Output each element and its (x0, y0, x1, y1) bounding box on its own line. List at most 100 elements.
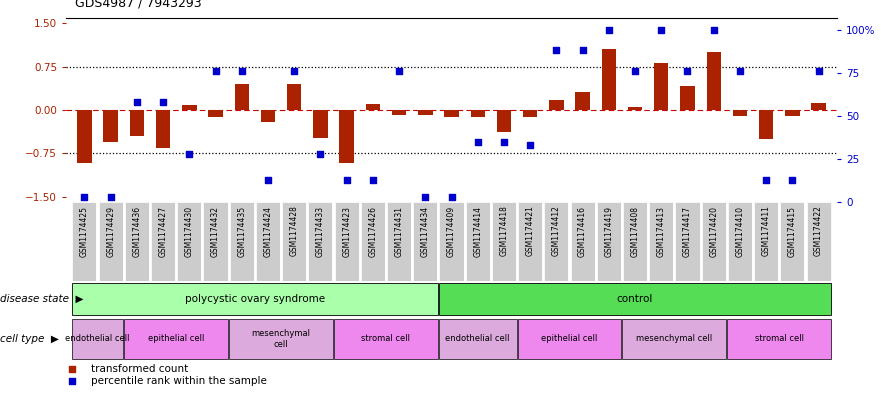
Point (104, 194, 118, 200)
Bar (78, 110, 92, 163)
Text: percentile rank within the sample: percentile rank within the sample (91, 376, 267, 386)
Bar (728, 202, 752, 281)
Bar (339, 110, 354, 163)
Point (304, 302, 318, 309)
Bar (728, 319, 831, 359)
Bar (156, 110, 170, 147)
Bar (523, 110, 537, 117)
Bar (649, 202, 673, 281)
Bar (230, 202, 254, 281)
Text: GSM1174425: GSM1174425 (80, 206, 89, 257)
Bar (314, 110, 328, 138)
Bar (255, 202, 280, 281)
Point (130, 99, 144, 105)
Bar (208, 110, 223, 117)
Bar (287, 84, 301, 110)
Point (209, 68, 223, 74)
Text: GSM1174408: GSM1174408 (631, 206, 640, 257)
Point (366, 177, 380, 183)
Bar (204, 202, 227, 281)
Bar (733, 110, 747, 116)
Bar (628, 107, 642, 110)
Point (707, 27, 721, 33)
Text: epithelial cell: epithelial cell (148, 334, 204, 343)
Point (733, 68, 747, 74)
Bar (754, 202, 778, 281)
Bar (806, 202, 831, 281)
Point (497, 139, 511, 145)
Text: GSM1174419: GSM1174419 (604, 206, 613, 257)
Point (339, 177, 353, 183)
Bar (418, 110, 433, 115)
Point (304, 192, 318, 198)
Bar (466, 202, 490, 281)
Text: transformed count: transformed count (91, 364, 189, 374)
Text: GSM1174413: GSM1174413 (656, 206, 666, 257)
Text: GSM1174429: GSM1174429 (106, 206, 115, 257)
Text: GSM1174434: GSM1174434 (421, 206, 430, 257)
Text: GSM1174416: GSM1174416 (578, 206, 587, 257)
Point (785, 177, 799, 183)
Text: mesenchymal cell: mesenchymal cell (636, 334, 713, 343)
Bar (811, 103, 825, 110)
Bar (366, 104, 380, 110)
Point (182, 151, 196, 157)
Bar (549, 100, 564, 110)
Text: GDS4987 / 7943293: GDS4987 / 7943293 (75, 0, 202, 10)
Text: GSM1174424: GSM1174424 (263, 206, 272, 257)
Bar (544, 202, 568, 281)
Bar (596, 202, 621, 281)
Point (759, 177, 774, 183)
Bar (701, 202, 726, 281)
Bar (72, 319, 123, 359)
Bar (308, 202, 332, 281)
Bar (387, 202, 411, 281)
Point (392, 68, 406, 74)
Text: GSM1174427: GSM1174427 (159, 206, 167, 257)
Point (680, 68, 694, 74)
Bar (444, 110, 459, 117)
Bar (72, 283, 438, 314)
Bar (623, 319, 726, 359)
Text: GSM1174432: GSM1174432 (211, 206, 220, 257)
Point (602, 27, 616, 33)
Bar (439, 319, 516, 359)
Bar (517, 319, 621, 359)
Point (156, 99, 170, 105)
Bar (785, 110, 800, 116)
Bar (781, 202, 804, 281)
Point (628, 68, 642, 74)
Text: disease state  ▶: disease state ▶ (0, 294, 84, 304)
Bar (72, 202, 97, 281)
Text: stromal cell: stromal cell (361, 334, 411, 343)
Text: GSM1174433: GSM1174433 (316, 206, 325, 257)
Text: GSM1174418: GSM1174418 (500, 206, 508, 256)
Text: GSM1174431: GSM1174431 (395, 206, 403, 257)
Bar (602, 50, 616, 110)
Point (287, 68, 301, 74)
Bar (125, 202, 149, 281)
Text: endothelial cell: endothelial cell (446, 334, 510, 343)
Point (314, 151, 328, 157)
Text: mesenchymal
cell: mesenchymal cell (252, 329, 311, 349)
Text: GSM1174420: GSM1174420 (709, 206, 718, 257)
Point (575, 47, 589, 53)
Text: stromal cell: stromal cell (755, 334, 803, 343)
Bar (680, 86, 695, 110)
Bar (707, 52, 721, 110)
Text: GSM1174411: GSM1174411 (762, 206, 771, 256)
Bar (177, 202, 202, 281)
Point (811, 68, 825, 74)
Bar (440, 202, 463, 281)
Text: GSM1174421: GSM1174421 (526, 206, 535, 256)
Bar (571, 202, 595, 281)
Point (78, 194, 92, 200)
Text: cell type  ▶: cell type ▶ (0, 334, 59, 344)
Bar (497, 110, 511, 132)
Bar (361, 202, 385, 281)
Bar (623, 202, 648, 281)
Text: GSM1174435: GSM1174435 (237, 206, 247, 257)
Bar (261, 110, 275, 121)
Bar (470, 110, 485, 117)
Text: GSM1174410: GSM1174410 (736, 206, 744, 257)
